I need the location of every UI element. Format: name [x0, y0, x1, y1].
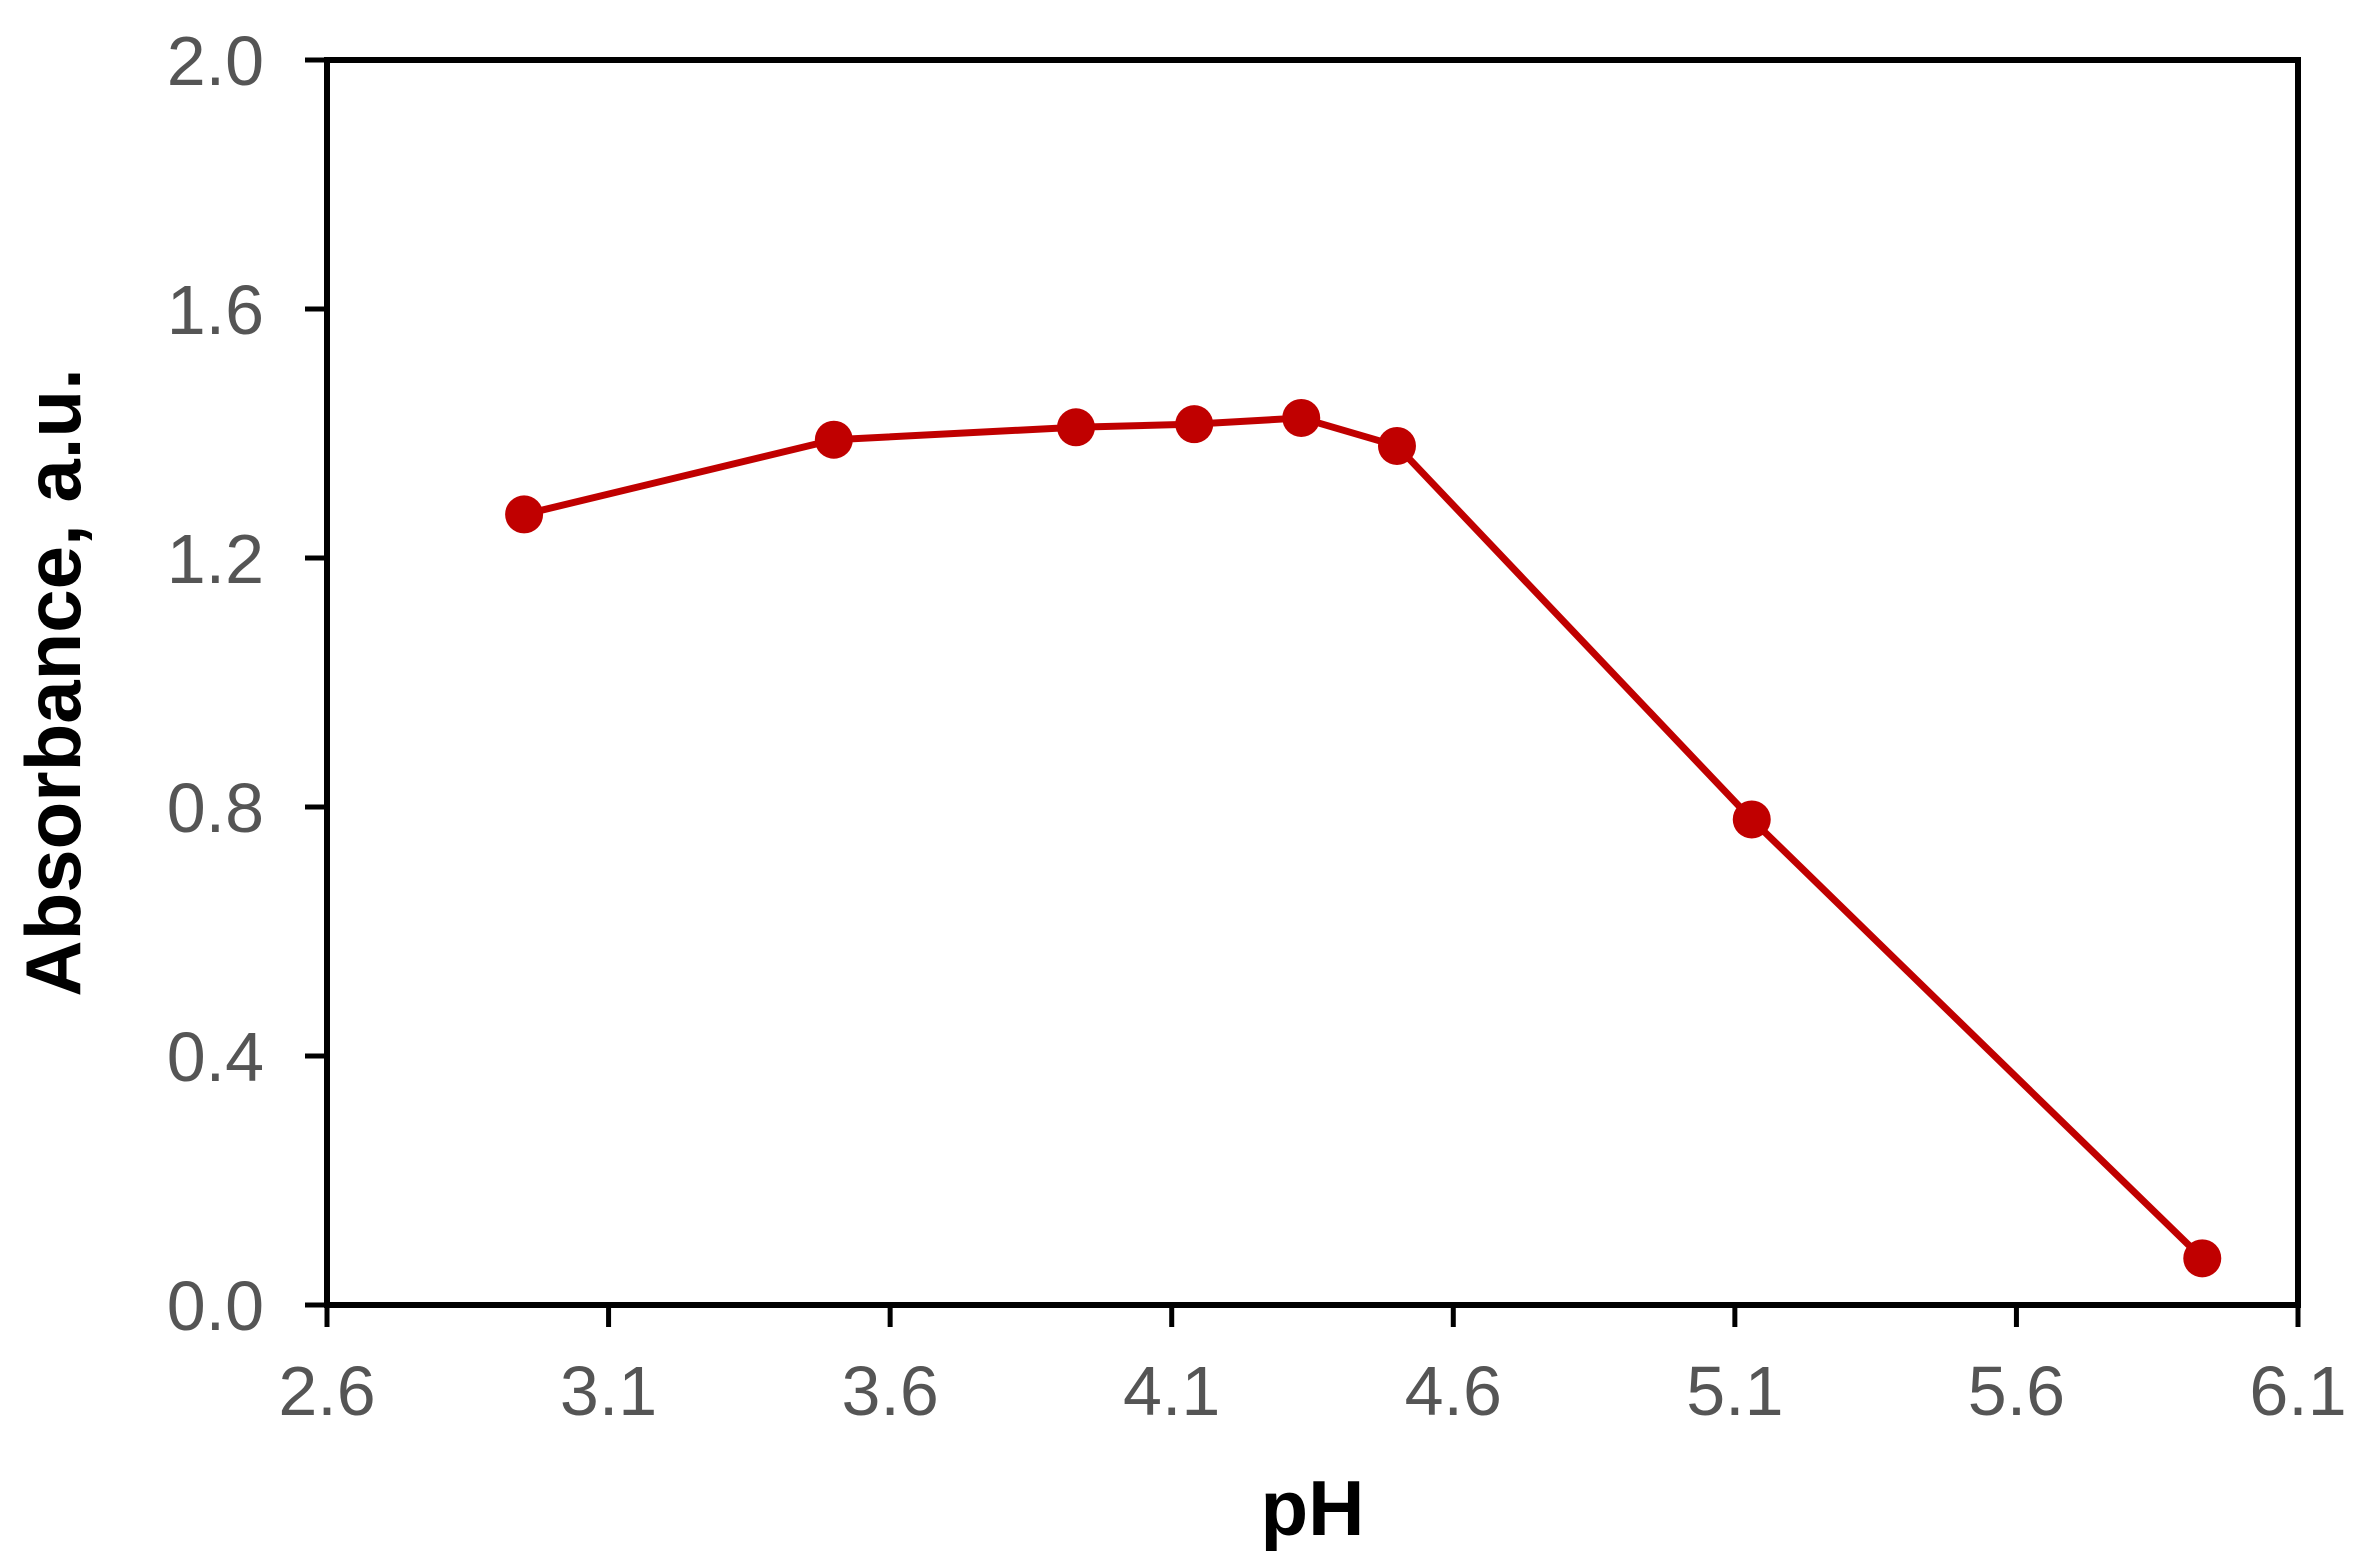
data-point	[814, 420, 853, 459]
y-tick-label: 0.8	[167, 769, 264, 847]
y-tick-label: 1.6	[167, 271, 264, 349]
y-tick-label: 2.0	[167, 22, 264, 100]
x-tick-label: 5.1	[1686, 1352, 1783, 1430]
data-point	[1282, 398, 1321, 437]
data-point	[1732, 800, 1771, 839]
x-tick-label: 4.1	[1123, 1352, 1220, 1430]
x-tick-label: 4.6	[1405, 1352, 1502, 1430]
x-tick-label: 3.6	[841, 1352, 938, 1430]
data-point	[1056, 408, 1095, 447]
y-axis-title: Absorbance, a.u.	[9, 368, 97, 997]
plot-frame	[324, 57, 2301, 1308]
x-axis-title: pH	[1261, 1464, 1365, 1552]
series-line	[523, 414, 2205, 1261]
data-layer	[505, 398, 2222, 1278]
ticks-layer: 2.6 3.1 3.6 4.1 4.6 5.1 5.6 6.1 0.0 0.4 0.8 1.2 1.6 2…	[167, 22, 2347, 1430]
y-tick-label: 1.2	[167, 520, 264, 598]
data-point	[1175, 405, 1214, 444]
y-tick-label: 0.0	[167, 1267, 264, 1345]
x-tick-label: 3.1	[560, 1352, 657, 1430]
data-point	[1377, 426, 1416, 465]
data-point	[2183, 1239, 2222, 1278]
y-tick-label: 0.4	[167, 1018, 264, 1096]
x-tick-label: 6.1	[2249, 1352, 2346, 1430]
x-tick-label: 5.6	[1968, 1352, 2065, 1430]
data-point	[505, 495, 544, 534]
x-tick-label: 2.6	[278, 1352, 375, 1430]
